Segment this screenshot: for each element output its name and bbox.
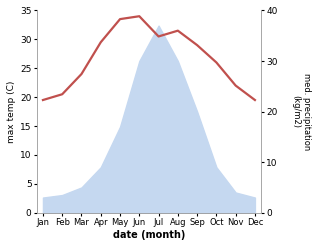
X-axis label: date (month): date (month) bbox=[113, 230, 185, 240]
Y-axis label: max temp (C): max temp (C) bbox=[7, 80, 16, 143]
Y-axis label: med. precipitation
(kg/m2): med. precipitation (kg/m2) bbox=[292, 73, 311, 150]
